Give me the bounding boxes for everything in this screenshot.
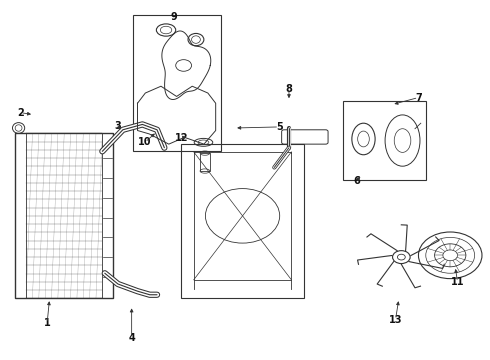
Text: 4: 4 [128, 333, 135, 343]
Text: 12: 12 [175, 133, 188, 143]
Text: 10: 10 [138, 138, 151, 147]
Bar [133, 15, 220, 151]
Text: 11: 11 [451, 277, 465, 287]
Text: 5: 5 [276, 122, 283, 132]
Bar [343, 101, 426, 180]
Text: 2: 2 [17, 108, 24, 118]
Text: 13: 13 [389, 315, 402, 325]
Bar [194, 152, 292, 280]
Bar [181, 144, 304, 298]
Text: 1: 1 [44, 319, 50, 328]
Bar [15, 134, 26, 298]
Text: 8: 8 [286, 84, 293, 94]
Bar [15, 134, 113, 298]
Bar [200, 153, 210, 171]
Text: 9: 9 [171, 12, 177, 22]
Text: 3: 3 [115, 121, 122, 131]
Text: 7: 7 [415, 93, 422, 103]
Text: 6: 6 [353, 176, 360, 186]
Bar [102, 134, 113, 298]
